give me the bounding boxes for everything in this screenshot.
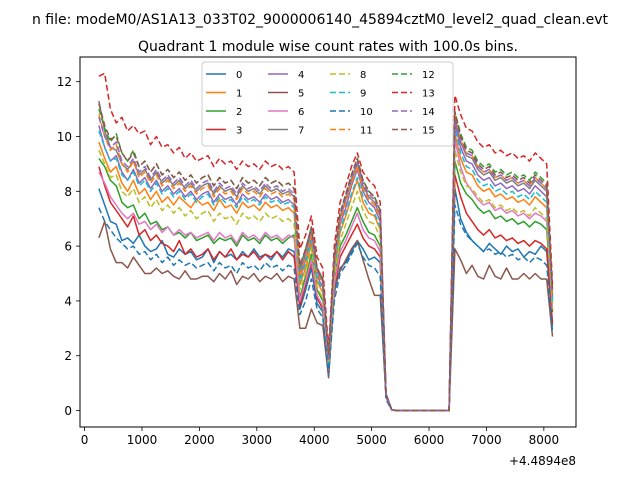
x-tick-label: 6000	[414, 433, 445, 447]
legend-label-4: 4	[298, 70, 304, 81]
legend-label-14: 14	[422, 107, 435, 118]
legend-label-5: 5	[298, 89, 304, 100]
figure-suptitle: n file: modeM0/AS1A13_033T02_9000006140_…	[32, 12, 609, 28]
series-line-3	[98, 166, 554, 412]
y-tick-label: 10	[57, 130, 72, 144]
legend-label-7: 7	[298, 126, 304, 137]
series-line-14	[98, 117, 554, 412]
series-line-5	[98, 220, 554, 412]
legend-label-15: 15	[422, 126, 435, 137]
y-tick-label: 6	[64, 240, 72, 254]
x-tick-label: 4000	[299, 433, 330, 447]
legend-label-10: 10	[360, 107, 373, 118]
y-tick-label: 0	[64, 404, 72, 418]
series-line-10	[98, 204, 554, 412]
series-line-12	[98, 108, 554, 412]
series-line-11	[98, 113, 554, 412]
x-axis: 0 1000 2000 3000 4000 5000 6000 7000 8000	[81, 427, 559, 447]
series-line-15	[98, 103, 554, 412]
x-tick-label: 8000	[529, 433, 560, 447]
legend-label-3: 3	[236, 126, 242, 137]
legend-label-1: 1	[236, 89, 242, 100]
legend-frame	[201, 61, 454, 147]
series-line-4	[98, 122, 554, 412]
legend-label-8: 8	[360, 70, 366, 81]
legend-label-9: 9	[360, 89, 366, 100]
y-tick-label: 8	[64, 185, 72, 199]
legend-label-11: 11	[360, 126, 373, 137]
x-tick-label: 3000	[242, 433, 273, 447]
x-tick-label: 7000	[471, 433, 502, 447]
series-layer	[98, 72, 554, 412]
y-axis: 0 2 4 6 8 10 12	[57, 75, 80, 418]
plot-area-frame	[79, 56, 577, 428]
x-axis-offset-text: +4.4894e8	[509, 454, 576, 468]
legend-label-13: 13	[422, 89, 435, 100]
y-tick-label: 12	[57, 75, 72, 89]
y-tick-label: 2	[64, 349, 72, 363]
legend-label-0: 0	[236, 70, 242, 81]
x-tick-label: 1000	[127, 433, 158, 447]
series-line-8	[98, 149, 554, 412]
legend-label-12: 12	[422, 70, 435, 81]
x-tick-label: 0	[81, 433, 89, 447]
series-line-7	[98, 100, 554, 412]
chart-title: Quadrant 1 module wise count rates with …	[138, 39, 518, 55]
series-line-2	[98, 157, 554, 412]
x-tick-label: 5000	[356, 433, 387, 447]
y-tick-label: 4	[64, 294, 72, 308]
x-tick-label: 2000	[184, 433, 215, 447]
legend-label-2: 2	[236, 107, 242, 118]
legend-label-6: 6	[298, 107, 304, 118]
